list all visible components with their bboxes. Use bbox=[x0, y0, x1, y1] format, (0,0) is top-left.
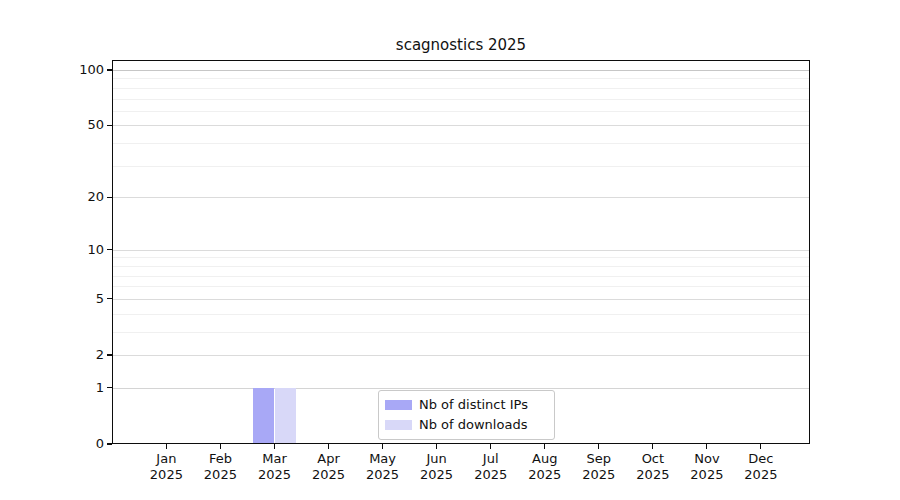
x-tick-year: 2025 bbox=[355, 467, 411, 483]
x-tick-month: Dec bbox=[733, 451, 789, 467]
x-tick-label: Sep2025 bbox=[571, 451, 627, 482]
minor-gridline bbox=[113, 266, 809, 267]
x-tick-year: 2025 bbox=[571, 467, 627, 483]
x-tick-mark bbox=[436, 444, 437, 449]
x-tick-mark bbox=[760, 444, 761, 449]
legend: Nb of distinct IPs Nb of downloads bbox=[378, 390, 555, 440]
x-tick-mark bbox=[166, 444, 167, 449]
minor-gridline bbox=[113, 257, 809, 258]
x-tick-mark bbox=[328, 444, 329, 449]
legend-swatch-distinct-ips bbox=[385, 400, 412, 410]
x-tick-month: Jan bbox=[138, 451, 194, 467]
x-tick-label: Mar2025 bbox=[247, 451, 303, 482]
x-tick-month: Aug bbox=[517, 451, 573, 467]
legend-label-distinct-ips: Nb of distinct IPs bbox=[419, 397, 528, 413]
y-tick-label: 0 bbox=[44, 436, 104, 452]
x-tick-mark bbox=[274, 444, 275, 449]
legend-item-distinct-ips: Nb of distinct IPs bbox=[385, 397, 545, 413]
major-gridline bbox=[113, 125, 809, 126]
minor-gridline bbox=[113, 143, 809, 144]
y-tick-mark bbox=[107, 443, 112, 444]
x-tick-label: Jul2025 bbox=[463, 451, 519, 482]
legend-item-downloads: Nb of downloads bbox=[385, 417, 545, 433]
minor-gridline bbox=[113, 88, 809, 89]
plot-area-border bbox=[112, 60, 810, 444]
x-tick-year: 2025 bbox=[409, 467, 465, 483]
minor-gridline bbox=[113, 166, 809, 167]
x-tick-label: Nov2025 bbox=[679, 451, 735, 482]
x-tick-month: Nov bbox=[679, 451, 735, 467]
y-tick-mark bbox=[107, 354, 112, 355]
chart-title: scagnostics 2025 bbox=[112, 36, 810, 54]
major-gridline bbox=[113, 299, 809, 300]
x-tick-mark bbox=[706, 444, 707, 449]
y-tick-label: 5 bbox=[44, 291, 104, 307]
x-tick-mark bbox=[382, 444, 383, 449]
x-tick-mark bbox=[490, 444, 491, 449]
major-gridline bbox=[113, 197, 809, 198]
x-tick-year: 2025 bbox=[301, 467, 357, 483]
y-tick-mark bbox=[107, 249, 112, 250]
x-tick-year: 2025 bbox=[517, 467, 573, 483]
y-tick-mark bbox=[107, 298, 112, 299]
x-tick-label: Dec2025 bbox=[733, 451, 789, 482]
x-tick-year: 2025 bbox=[247, 467, 303, 483]
x-tick-label: Jan2025 bbox=[138, 451, 194, 482]
x-tick-month: Feb bbox=[192, 451, 248, 467]
x-tick-month: Sep bbox=[571, 451, 627, 467]
minor-gridline bbox=[113, 78, 809, 79]
y-tick-label: 50 bbox=[44, 117, 104, 133]
bar-nb-of-distinct-ips bbox=[253, 388, 275, 444]
x-tick-year: 2025 bbox=[679, 467, 735, 483]
y-tick-label: 10 bbox=[44, 242, 104, 258]
major-gridline bbox=[113, 250, 809, 251]
legend-swatch-downloads bbox=[385, 420, 412, 430]
x-tick-label: Aug2025 bbox=[517, 451, 573, 482]
y-tick-mark bbox=[107, 197, 112, 198]
legend-label-downloads: Nb of downloads bbox=[419, 417, 527, 433]
minor-gridline bbox=[113, 111, 809, 112]
y-tick-mark bbox=[107, 69, 112, 70]
x-tick-year: 2025 bbox=[625, 467, 681, 483]
minor-gridline bbox=[113, 276, 809, 277]
y-tick-label: 100 bbox=[44, 62, 104, 78]
major-gridline bbox=[113, 388, 809, 389]
x-tick-mark bbox=[652, 444, 653, 449]
x-tick-year: 2025 bbox=[192, 467, 248, 483]
x-tick-label: May2025 bbox=[355, 451, 411, 482]
y-tick-label: 1 bbox=[44, 380, 104, 396]
x-tick-month: Jun bbox=[409, 451, 465, 467]
minor-gridline bbox=[113, 332, 809, 333]
x-tick-mark bbox=[544, 444, 545, 449]
x-tick-year: 2025 bbox=[463, 467, 519, 483]
x-tick-month: May bbox=[355, 451, 411, 467]
y-tick-label: 2 bbox=[44, 347, 104, 363]
x-tick-mark bbox=[220, 444, 221, 449]
x-tick-label: Feb2025 bbox=[192, 451, 248, 482]
x-tick-year: 2025 bbox=[138, 467, 194, 483]
y-tick-label: 20 bbox=[44, 189, 104, 205]
major-gridline bbox=[113, 70, 809, 71]
x-tick-month: Apr bbox=[301, 451, 357, 467]
minor-gridline bbox=[113, 99, 809, 100]
y-tick-mark bbox=[107, 125, 112, 126]
x-tick-mark bbox=[598, 444, 599, 449]
bar-nb-of-downloads bbox=[275, 388, 297, 444]
x-tick-month: Mar bbox=[247, 451, 303, 467]
download-stats-chart: scagnostics 2025 Nb of distinct IPs Nb o… bbox=[0, 0, 900, 500]
minor-gridline bbox=[113, 314, 809, 315]
x-tick-label: Jun2025 bbox=[409, 451, 465, 482]
y-tick-mark bbox=[107, 387, 112, 388]
x-tick-label: Oct2025 bbox=[625, 451, 681, 482]
minor-gridline bbox=[113, 286, 809, 287]
x-tick-label: Apr2025 bbox=[301, 451, 357, 482]
x-tick-month: Jul bbox=[463, 451, 519, 467]
x-tick-year: 2025 bbox=[733, 467, 789, 483]
x-tick-month: Oct bbox=[625, 451, 681, 467]
major-gridline bbox=[113, 355, 809, 356]
